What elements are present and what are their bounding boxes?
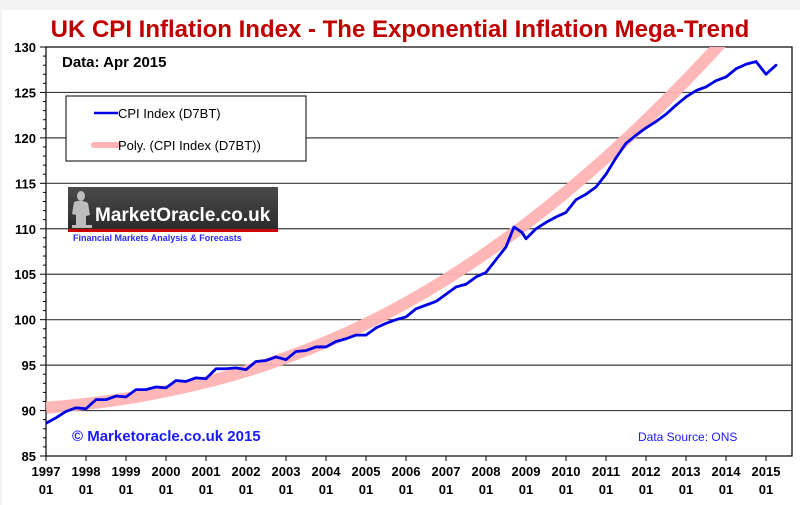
x-tick-month: 01 [519, 482, 533, 497]
y-tick-label: 105 [14, 267, 36, 282]
data-source-note: Data Source: ONS [638, 430, 737, 444]
x-tick-year: 2000 [152, 464, 181, 479]
y-tick-label: 95 [22, 358, 36, 373]
x-tick-month: 01 [279, 482, 293, 497]
logo-name: MarketOracle.co.uk [95, 205, 271, 226]
x-tick-month: 01 [559, 482, 573, 497]
x-tick-year: 2004 [312, 464, 342, 479]
legend-label-trend: Poly. (CPI Index (D7BT)) [118, 138, 261, 153]
x-tick-year: 2010 [552, 464, 581, 479]
x-tick-year: 2008 [472, 464, 501, 479]
legend-box [65, 95, 307, 162]
y-tick-label: 125 [14, 85, 36, 100]
x-tick-year: 2007 [432, 464, 461, 479]
x-tick-year: 2014 [712, 464, 742, 479]
x-tick-month: 01 [159, 482, 173, 497]
x-tick-month: 01 [359, 482, 373, 497]
x-tick-year: 2001 [192, 464, 221, 479]
legend: CPI Index (D7BT) Poly. (CPI Index (D7BT)… [65, 95, 307, 162]
y-tick-label: 120 [14, 131, 36, 146]
x-tick-month: 01 [639, 482, 653, 497]
y-tick-label: 90 [22, 404, 36, 419]
y-axis: 85 90 95 100 105 110 115 120 125 130 [14, 40, 46, 464]
x-tick-month: 01 [119, 482, 133, 497]
x-tick-year: 2011 [592, 464, 620, 479]
x-tick-year: 2009 [512, 464, 541, 479]
x-tick-year: 2006 [392, 464, 421, 479]
x-tick-year: 2013 [672, 464, 701, 479]
y-tick-label: 130 [14, 40, 36, 55]
x-tick-month: 01 [199, 482, 213, 497]
x-tick-year: 2003 [272, 464, 301, 479]
x-tick-year: 1998 [72, 464, 101, 479]
x-tick-year: 2015 [752, 464, 781, 479]
x-tick-month: 01 [759, 482, 773, 497]
logo-red-bar [68, 229, 278, 232]
chart-title: UK CPI Inflation Index - The Exponential… [51, 16, 750, 43]
x-tick-month: 01 [239, 482, 253, 497]
y-tick-label: 110 [15, 222, 36, 237]
legend-label-cpi: CPI Index (D7BT) [118, 106, 221, 121]
y-tick-label: 100 [14, 313, 36, 328]
statue-icon [72, 191, 92, 228]
x-tick-year: 2012 [632, 464, 661, 479]
logo-gradient [68, 187, 278, 229]
data-date-note: Data: Apr 2015 [62, 54, 167, 71]
x-tick-year: 1999 [112, 464, 141, 479]
logo-tagline: Financial Markets Analysis & Forecasts [73, 233, 242, 243]
copyright-note: © Marketoracle.co.uk 2015 [72, 428, 261, 445]
y-tick-label: 115 [15, 176, 36, 191]
x-axis: 1997 01 1998 01 1999 01 2000 01 2001 01 2002 01 2003… [32, 456, 781, 497]
x-tick-month: 01 [399, 482, 413, 497]
x-tick-year: 1997 [32, 464, 61, 479]
x-tick-month: 01 [319, 482, 333, 497]
y-tick-label: 85 [22, 449, 36, 464]
x-tick-month: 01 [719, 482, 733, 497]
trend-band-series [46, 47, 726, 414]
x-tick-month: 01 [439, 482, 453, 497]
x-tick-month: 01 [679, 482, 693, 497]
marketoracle-logo: MarketOracle.co.uk Financial Markets Ana… [68, 187, 278, 243]
x-tick-month: 01 [39, 482, 53, 497]
x-tick-month: 01 [479, 482, 493, 497]
x-tick-year: 2005 [352, 464, 381, 479]
x-tick-month: 01 [79, 482, 93, 497]
x-tick-year: 2002 [232, 464, 261, 479]
series-layer [46, 47, 778, 425]
x-tick-month: 01 [599, 482, 613, 497]
